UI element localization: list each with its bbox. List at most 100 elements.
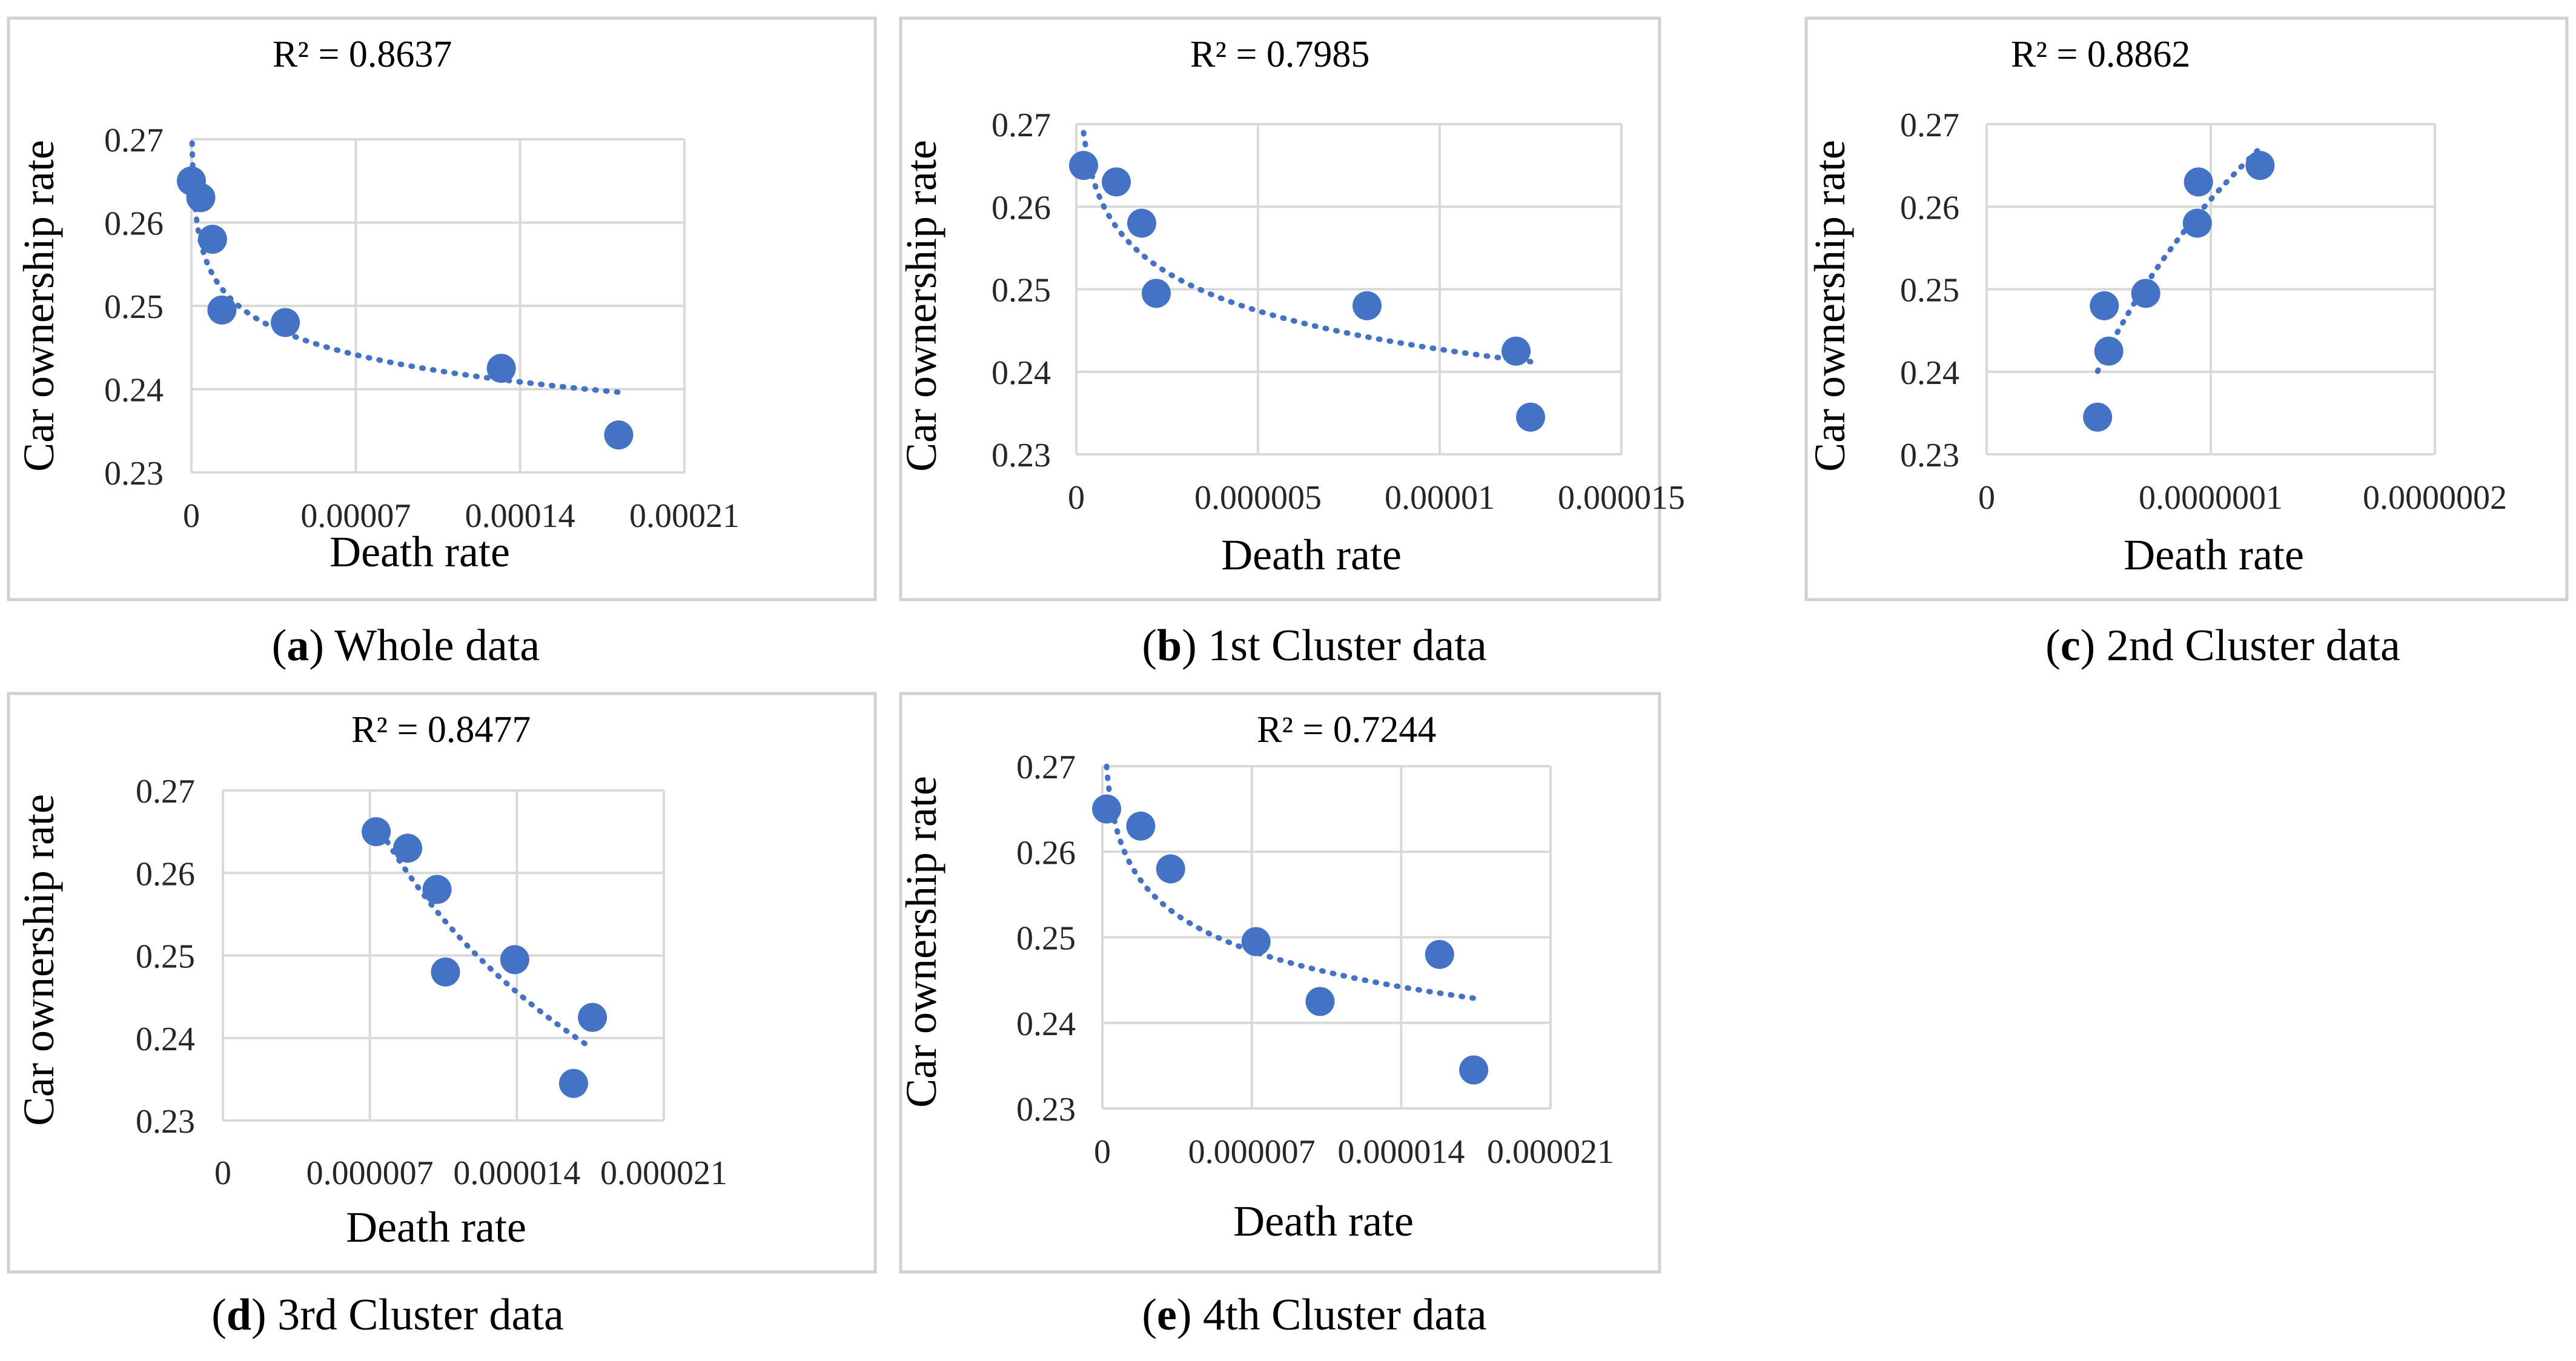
y-tick-label: 0.26 [1016, 834, 1076, 872]
x-tick-label: 0.000007 [1188, 1133, 1316, 1171]
x-axis-title: Death rate [346, 1203, 526, 1251]
r-squared-label: R² = 0.8862 [2011, 34, 2190, 75]
x-tick-label: 0.000021 [1487, 1133, 1614, 1171]
x-axis-title: Death rate [329, 528, 510, 576]
y-axis-title: Car ownership rate [1806, 140, 1854, 472]
data-point [197, 225, 227, 254]
data-point [1156, 854, 1185, 884]
x-tick-label: 0.0000002 [2363, 479, 2507, 517]
data-point [431, 957, 460, 987]
r-squared-label: R² = 0.8637 [273, 34, 452, 75]
data-point [578, 1002, 608, 1032]
panel-caption: (b) 1st Cluster data [1142, 621, 1486, 671]
caption-letter: a [286, 621, 309, 671]
trendline [373, 820, 595, 1051]
data-point [1102, 167, 1131, 197]
chart-panel-c: 0.23 0.24 0.25 0.26 0.27 0 0.0000001 0.0000002 R… [1804, 16, 2569, 671]
y-tick-label: 0.27 [136, 773, 195, 810]
data-point [1092, 794, 1122, 824]
x-axis-title: Death rate [1221, 531, 1402, 579]
y-tick-label: 0.24 [1900, 354, 1959, 392]
data-point [1353, 291, 1382, 320]
chart-panel-e: 0.23 0.24 0.25 0.26 0.27 0 0.000007 0.000014 0.0… [897, 692, 1661, 1340]
caption-letter: d [227, 1290, 251, 1340]
y-tick-label: 0.23 [136, 1103, 195, 1141]
data-point [1425, 939, 1454, 969]
x-tick-label: 0.000014 [453, 1154, 580, 1192]
r-squared-label: R² = 0.7985 [1190, 34, 1369, 75]
y-tick-label: 0.25 [104, 288, 164, 326]
data-point [500, 945, 529, 975]
trendline [2094, 145, 2263, 374]
y-tick-label: 0.24 [1016, 1005, 1076, 1043]
y-axis-title: Car ownership rate [15, 794, 63, 1126]
trendline [1081, 130, 1534, 365]
x-tick-label: 0.000014 [1337, 1133, 1465, 1171]
data-point [271, 308, 300, 337]
data-point [2083, 402, 2113, 432]
data-point [1305, 987, 1335, 1016]
caption-letter: e [1157, 1290, 1177, 1340]
panel-frame [899, 16, 1661, 601]
x-tick-label: 0.00007 [300, 497, 411, 535]
data-point [1502, 336, 1531, 366]
y-tick-label: 0.26 [992, 189, 1051, 227]
x-tick-label: 0.0000001 [2139, 479, 2283, 517]
y-axis-title: Car ownership rate [15, 140, 63, 472]
caption-letter: b [1157, 621, 1182, 671]
data-point [207, 295, 237, 325]
x-tick-label: 0 [183, 497, 200, 535]
chart-panel-a: 0.23 0.24 0.25 0.26 0.27 0 0.00007 0.00014 0.000… [7, 16, 877, 671]
r-squared-label: R² = 0.7244 [1257, 709, 1436, 750]
x-tick-label: 0.000015 [1558, 479, 1685, 517]
x-axis-title: Death rate [1233, 1197, 1414, 1245]
y-tick-label: 0.23 [1016, 1091, 1076, 1128]
y-tick-label: 0.27 [1016, 749, 1076, 786]
data-point [2131, 279, 2160, 308]
x-tick-label: 0.000007 [306, 1154, 434, 1192]
caption-text: 2nd Cluster data [2095, 621, 2400, 671]
panel-frame [899, 692, 1661, 1274]
y-tick-label: 0.23 [104, 455, 164, 492]
data-point [604, 420, 634, 450]
data-point [1069, 151, 1098, 180]
x-tick-label: 0.00021 [629, 497, 740, 535]
data-point [1127, 208, 1156, 238]
data-point [558, 1068, 588, 1098]
x-tick-label: 0 [214, 1154, 231, 1192]
data-point [393, 833, 423, 863]
y-tick-label: 0.27 [104, 122, 164, 159]
y-tick-label: 0.26 [1900, 189, 1959, 227]
y-tick-label: 0.25 [1900, 272, 1959, 310]
data-point [362, 817, 391, 847]
y-tick-label: 0.27 [1900, 107, 1959, 144]
data-point [2182, 208, 2212, 238]
data-point [1241, 927, 1271, 956]
y-tick-label: 0.24 [104, 372, 164, 409]
chart-panel-b: 0.23 0.24 0.25 0.26 0.27 0 0.000005 0.00001 0.00… [897, 16, 1685, 671]
caption-text: 4th Cluster data [1192, 1290, 1487, 1340]
x-tick-label: 0.000005 [1194, 479, 1322, 517]
x-tick-label: 0.00014 [465, 497, 575, 535]
y-tick-label: 0.25 [992, 272, 1051, 310]
data-point [2094, 336, 2124, 366]
panel-frame [1804, 16, 2569, 601]
data-point [1142, 279, 1171, 308]
y-tick-label: 0.24 [136, 1021, 195, 1058]
data-point [486, 354, 516, 383]
y-tick-label: 0.27 [992, 107, 1051, 144]
data-point [2184, 167, 2213, 197]
x-tick-label: 0 [1068, 479, 1085, 517]
r-squared-label: R² = 0.8477 [351, 709, 531, 750]
x-axis-title: Death rate [2124, 531, 2304, 579]
data-point [422, 875, 452, 904]
x-tick-label: 0.00001 [1385, 479, 1495, 517]
data-point [1126, 811, 1156, 841]
x-tick-label: 0 [1978, 479, 1995, 517]
panel-caption: (a) Whole data [272, 621, 540, 671]
x-tick-label: 0 [1094, 1133, 1111, 1171]
data-point [186, 183, 216, 213]
data-point [2090, 291, 2119, 320]
x-tick-label: 0.000021 [600, 1154, 727, 1192]
y-tick-label: 0.26 [136, 855, 195, 893]
